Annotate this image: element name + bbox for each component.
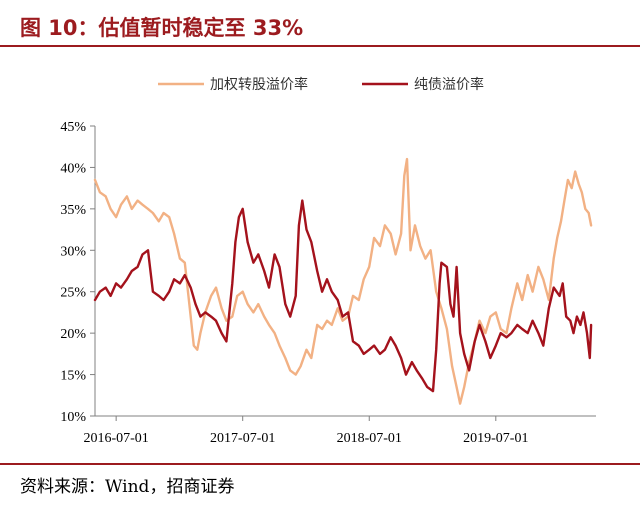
- source-divider: [0, 463, 640, 465]
- x-tick-label: 2019-07-01: [463, 431, 528, 446]
- y-tick-label: 15%: [60, 369, 86, 384]
- y-tick-label: 30%: [60, 244, 86, 259]
- source-note: 资料来源：Wind，招商证券: [20, 477, 235, 497]
- x-tick-label: 2018-07-01: [337, 431, 402, 446]
- y-tick-label: 20%: [60, 327, 86, 342]
- legend-label-pure-bond-premium: 纯债溢价率: [414, 76, 484, 93]
- legend: 加权转股溢价率 纯债溢价率: [158, 76, 484, 93]
- y-tick-label: 35%: [60, 203, 86, 218]
- figure-title: 图 10：估值暂时稳定至 33%: [20, 16, 304, 40]
- y-tick-label: 10%: [60, 410, 86, 425]
- x-tick-label: 2016-07-01: [83, 431, 148, 446]
- premium-line-chart: 加权转股溢价率 纯债溢价率 10% 15% 20% 25% 30% 35% 40% 45% 2…: [60, 76, 596, 446]
- series-lines: [93, 157, 593, 405]
- y-tick-label: 45%: [60, 120, 86, 135]
- series-line-pure-bond-premium: [93, 199, 593, 393]
- y-tick-label: 40%: [60, 161, 86, 176]
- y-tick-label: 25%: [60, 286, 86, 301]
- x-tick-label: 2017-07-01: [210, 431, 275, 446]
- legend-label-conversion-premium: 加权转股溢价率: [210, 76, 308, 93]
- series-line-conversion-premium: [93, 157, 593, 405]
- y-axis: 10% 15% 20% 25% 30% 35% 40% 45%: [60, 120, 96, 425]
- x-axis: 2016-07-01 2017-07-01 2018-07-01 2019-07-01: [83, 415, 596, 446]
- title-divider: [0, 45, 640, 47]
